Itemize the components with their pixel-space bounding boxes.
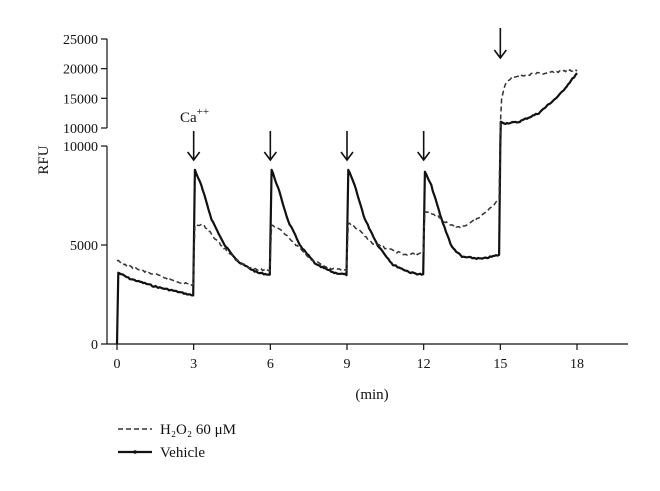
arrow-head [263, 151, 277, 162]
x-tick-label: 0 [114, 357, 121, 372]
legend-vehicle-label: Vehicle [160, 445, 205, 461]
stimulus-arrow [493, 28, 507, 60]
x-tick-label: 12 [417, 357, 431, 372]
y-tick-label: 5000 [70, 239, 98, 254]
arrow-head [493, 49, 507, 60]
x-axis-label: (min) [355, 387, 388, 403]
h2o2-series-line [116, 69, 578, 286]
stimulus-arrow [340, 131, 354, 162]
axes [106, 39, 628, 345]
ca-annotation-text: Ca [180, 110, 197, 126]
y-tick-label: 0 [91, 338, 98, 353]
vehicle-series-line [115, 72, 578, 345]
stimulus-arrows [187, 28, 507, 162]
arrow-head [340, 151, 354, 162]
arrow-head [417, 151, 431, 162]
arrow-head [187, 151, 201, 162]
y-tick-label: 15000 [63, 92, 98, 107]
x-tick-label: 15 [493, 357, 507, 372]
ca-annotation-sup: ++ [197, 106, 209, 118]
stimulus-arrow [263, 131, 277, 162]
stimulus-arrow [187, 131, 201, 162]
legend-h2o2-label: H₂O₂ 60 μM [160, 422, 236, 438]
y-axis-label: RFU [36, 145, 52, 174]
legend: H₂O₂ 60 μM Vehicle [118, 422, 236, 461]
y-tick-label: 10000 [63, 140, 98, 155]
x-tick-label: 18 [570, 357, 584, 372]
y-tick-label: 20000 [63, 63, 98, 78]
x-tick-label: 9 [344, 357, 351, 372]
legend-vehicle-marker [133, 450, 137, 454]
x-tick-label: 3 [190, 357, 197, 372]
y-tick-label: 25000 [63, 33, 98, 48]
ca-annotation: Ca++ [180, 106, 209, 126]
stimulus-arrow [417, 131, 431, 162]
y-tick-label: 10000 [63, 122, 98, 137]
x-tick-label: 6 [267, 357, 274, 372]
series-group [115, 69, 578, 345]
tick-group: 0 3 6 9 12 15 18 0 5000 10000 10000 15000 20000 25000 [63, 33, 584, 372]
